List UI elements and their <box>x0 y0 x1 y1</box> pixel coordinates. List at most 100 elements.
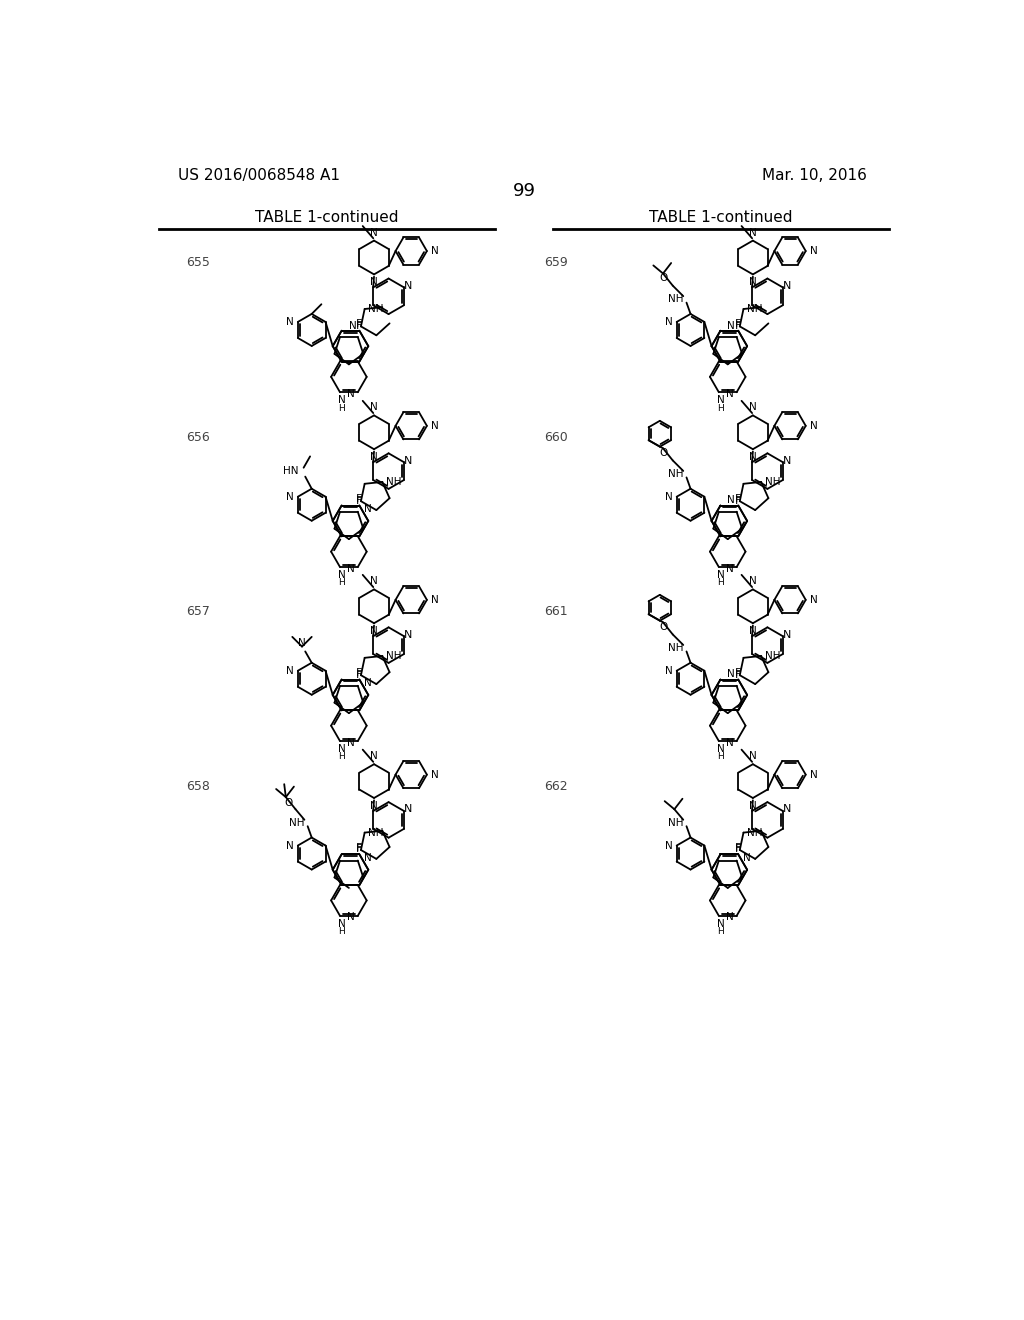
Text: N: N <box>810 770 817 780</box>
Text: NH: NH <box>386 651 401 661</box>
Text: N: N <box>431 421 438 430</box>
Text: F: F <box>735 321 741 331</box>
Text: NH: NH <box>748 304 763 314</box>
Text: N: N <box>431 246 438 256</box>
Text: N: N <box>338 919 345 929</box>
Text: 655: 655 <box>186 256 210 269</box>
Text: NH: NH <box>668 818 683 828</box>
Text: N: N <box>810 246 817 256</box>
Text: H: H <box>338 927 345 936</box>
Text: N: N <box>749 577 757 586</box>
Text: F: F <box>356 845 362 854</box>
Text: 661: 661 <box>544 605 567 618</box>
Text: NH: NH <box>668 294 683 305</box>
Text: F: F <box>735 843 741 853</box>
Text: N: N <box>810 421 817 430</box>
Text: N: N <box>338 570 345 579</box>
Text: N: N <box>810 595 817 605</box>
Text: N: N <box>717 919 724 929</box>
Text: N: N <box>665 317 673 327</box>
Text: N: N <box>370 626 378 636</box>
Text: 657: 657 <box>186 605 210 618</box>
Text: N: N <box>782 281 791 290</box>
Text: N: N <box>726 389 733 399</box>
Text: N: N <box>364 853 372 863</box>
Text: O: O <box>659 447 668 458</box>
Text: F: F <box>735 845 741 854</box>
Text: F: F <box>356 668 362 678</box>
Text: N: N <box>665 841 673 850</box>
Text: N: N <box>749 626 757 636</box>
Text: NH: NH <box>289 818 304 828</box>
Text: N: N <box>370 227 378 238</box>
Text: N: N <box>749 453 757 462</box>
Text: N: N <box>717 395 724 405</box>
Text: N: N <box>298 638 306 648</box>
Text: N: N <box>364 504 372 515</box>
Text: N: N <box>782 630 791 640</box>
Text: N: N <box>287 841 294 850</box>
Text: N: N <box>665 492 673 502</box>
Text: H: H <box>717 404 724 413</box>
Text: N: N <box>749 751 757 762</box>
Text: N: N <box>749 277 757 288</box>
Text: N: N <box>726 564 733 574</box>
Text: NH: NH <box>765 477 780 487</box>
Text: O: O <box>659 622 668 632</box>
Text: N: N <box>338 395 345 405</box>
Text: NH: NH <box>386 477 401 487</box>
Text: N: N <box>364 678 372 688</box>
Text: 659: 659 <box>544 256 567 269</box>
Text: 99: 99 <box>513 182 537 199</box>
Text: 662: 662 <box>544 780 567 793</box>
Text: N: N <box>749 227 757 238</box>
Text: N: N <box>370 577 378 586</box>
Text: 658: 658 <box>186 780 210 793</box>
Text: N: N <box>665 665 673 676</box>
Text: F: F <box>356 319 362 329</box>
Text: N: N <box>347 389 354 399</box>
Text: NH: NH <box>668 643 683 653</box>
Text: N: N <box>782 455 791 466</box>
Text: NH: NH <box>369 304 384 314</box>
Text: F: F <box>356 843 362 853</box>
Text: H: H <box>338 752 345 762</box>
Text: HN: HN <box>284 466 299 477</box>
Text: N: N <box>431 595 438 605</box>
Text: US 2016/0068548 A1: US 2016/0068548 A1 <box>178 168 340 182</box>
Text: F: F <box>356 669 362 680</box>
Text: F: F <box>735 494 741 504</box>
Text: N: N <box>727 495 735 506</box>
Text: N: N <box>348 321 356 330</box>
Text: F: F <box>735 495 741 506</box>
Text: N: N <box>403 455 412 466</box>
Text: F: F <box>356 494 362 504</box>
Text: N: N <box>431 770 438 780</box>
Text: F: F <box>735 668 741 678</box>
Text: N: N <box>287 665 294 676</box>
Text: N: N <box>403 281 412 290</box>
Text: NH: NH <box>369 828 384 838</box>
Text: N: N <box>370 277 378 288</box>
Text: O: O <box>659 273 668 284</box>
Text: H: H <box>717 927 724 936</box>
Text: TABLE 1-continued: TABLE 1-continued <box>255 210 398 224</box>
Text: N: N <box>749 801 757 810</box>
Text: N: N <box>727 321 735 330</box>
Text: N: N <box>727 669 735 680</box>
Text: N: N <box>726 738 733 747</box>
Text: O: O <box>284 799 292 808</box>
Text: N: N <box>370 751 378 762</box>
Text: N: N <box>370 403 378 412</box>
Text: 660: 660 <box>544 430 567 444</box>
Text: N: N <box>742 853 751 863</box>
Text: 656: 656 <box>186 430 210 444</box>
Text: F: F <box>356 495 362 506</box>
Text: N: N <box>782 804 791 814</box>
Text: N: N <box>347 564 354 574</box>
Text: N: N <box>287 317 294 327</box>
Text: N: N <box>287 492 294 502</box>
Text: N: N <box>370 801 378 810</box>
Text: NH: NH <box>668 469 683 479</box>
Text: N: N <box>347 912 354 923</box>
